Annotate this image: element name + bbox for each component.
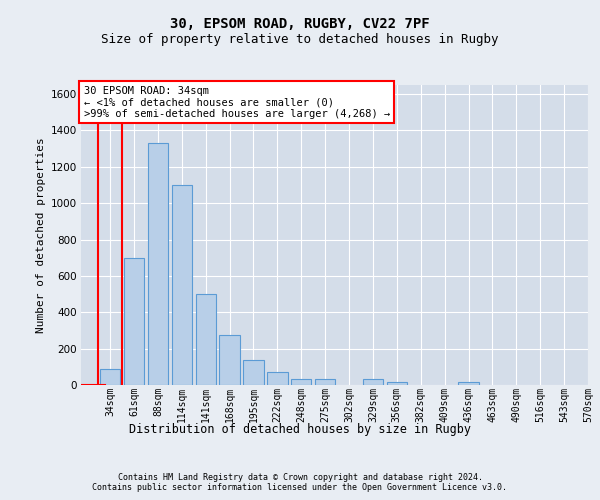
- Bar: [220, 335, 240, 385]
- Bar: [363, 378, 383, 385]
- Text: Contains HM Land Registry data © Crown copyright and database right 2024.: Contains HM Land Registry data © Crown c…: [118, 472, 482, 482]
- Bar: [315, 378, 335, 385]
- Bar: [148, 143, 168, 385]
- Bar: [291, 378, 311, 385]
- Bar: [196, 294, 216, 385]
- Bar: [100, 368, 120, 385]
- Bar: [458, 382, 479, 385]
- Text: Contains public sector information licensed under the Open Government Licence v3: Contains public sector information licen…: [92, 484, 508, 492]
- Bar: [244, 360, 263, 385]
- Bar: [172, 185, 192, 385]
- Bar: [386, 382, 407, 385]
- Text: Distribution of detached houses by size in Rugby: Distribution of detached houses by size …: [129, 422, 471, 436]
- Text: 30, EPSOM ROAD, RUGBY, CV22 7PF: 30, EPSOM ROAD, RUGBY, CV22 7PF: [170, 18, 430, 32]
- Text: Size of property relative to detached houses in Rugby: Size of property relative to detached ho…: [101, 32, 499, 46]
- Y-axis label: Number of detached properties: Number of detached properties: [37, 137, 46, 333]
- Text: 30 EPSOM ROAD: 34sqm
← <1% of detached houses are smaller (0)
>99% of semi-detac: 30 EPSOM ROAD: 34sqm ← <1% of detached h…: [83, 86, 390, 119]
- Bar: [267, 372, 287, 385]
- Bar: [124, 258, 144, 385]
